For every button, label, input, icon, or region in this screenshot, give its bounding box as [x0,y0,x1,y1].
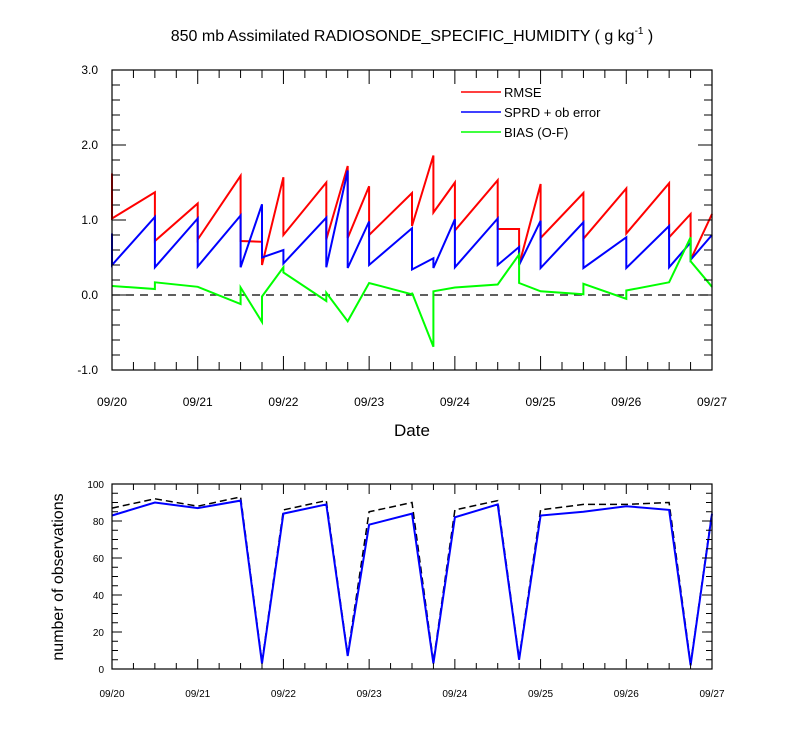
legend-sprd-label: SPRD + ob error [504,105,601,120]
rmse-spread-bias-panel: 850 mb Assimilated RADIOSONDE_SPECIFIC_H… [77,26,727,440]
y-tick-label: 20 [93,628,105,639]
y-axis-title-observations: number of observations [50,493,67,660]
y-tick-label: 0.0 [81,288,98,302]
x-tick-label: 09/22 [271,689,296,700]
series-line-bias-o-f [111,236,713,348]
y-tick-label: 40 [93,591,105,602]
y-tick-label: 60 [93,554,105,565]
x-tick-label: 09/26 [614,689,639,700]
x-tick-label: 09/25 [528,689,553,700]
panel2-frame [111,483,713,670]
panel2-ticks: 09/20 09/21 09/22 09/23 09/24 09/25 09/26 09/27… [87,480,725,700]
x-tick-label: 09/21 [183,395,213,409]
legend-rmse-label: RMSE [504,85,542,100]
x-tick-label: 09/24 [442,689,467,700]
y-tick-label: 100 [87,480,104,491]
x-tick-label: 09/25 [526,395,556,409]
y-tick-label: -1.0 [77,363,98,377]
x-tick-label: 09/27 [697,395,727,409]
panel2-series [111,495,713,666]
x-tick-label: 09/24 [440,395,470,409]
x-tick-label: 09/23 [354,395,384,409]
x-tick-label: 09/20 [97,395,127,409]
x-tick-label: 09/22 [268,395,298,409]
legend: RMSE SPRD + ob error BIAS (O-F) [461,85,601,140]
x-tick-label: 09/21 [185,689,210,700]
y-tick-label: 3.0 [81,63,98,77]
x-tick-label: 09/20 [99,689,124,700]
x-tick-label: 09/27 [699,689,724,700]
y-tick-label: 80 [93,517,105,528]
y-tick-label: 0 [98,665,104,676]
observation-count-panel: 09/20 09/21 09/22 09/23 09/24 09/25 09/26 09/27… [50,480,725,700]
series-line-rmse [111,155,713,266]
y-tick-label: 1.0 [81,213,98,227]
x-tick-label: 09/23 [357,689,382,700]
title-suffix: ) [643,28,653,45]
title-superscript: -1 [635,26,644,37]
panel1-ticks: 09/20 09/21 09/22 09/23 09/24 09/25 09/26 09/27… [77,63,727,409]
x-tick-label: 09/26 [611,395,641,409]
series-line-assimilated-observations [111,499,713,666]
legend-bias-label: BIAS (O-F) [504,125,568,140]
panel1-series [111,155,713,348]
x-axis-title: Date [394,421,430,440]
series-line-possible-observations [111,495,713,664]
series-line-sprd-ob-error [111,170,713,272]
y-tick-label: 2.0 [81,138,98,152]
chart-title: 850 mb Assimilated RADIOSONDE_SPECIFIC_H… [171,26,654,45]
